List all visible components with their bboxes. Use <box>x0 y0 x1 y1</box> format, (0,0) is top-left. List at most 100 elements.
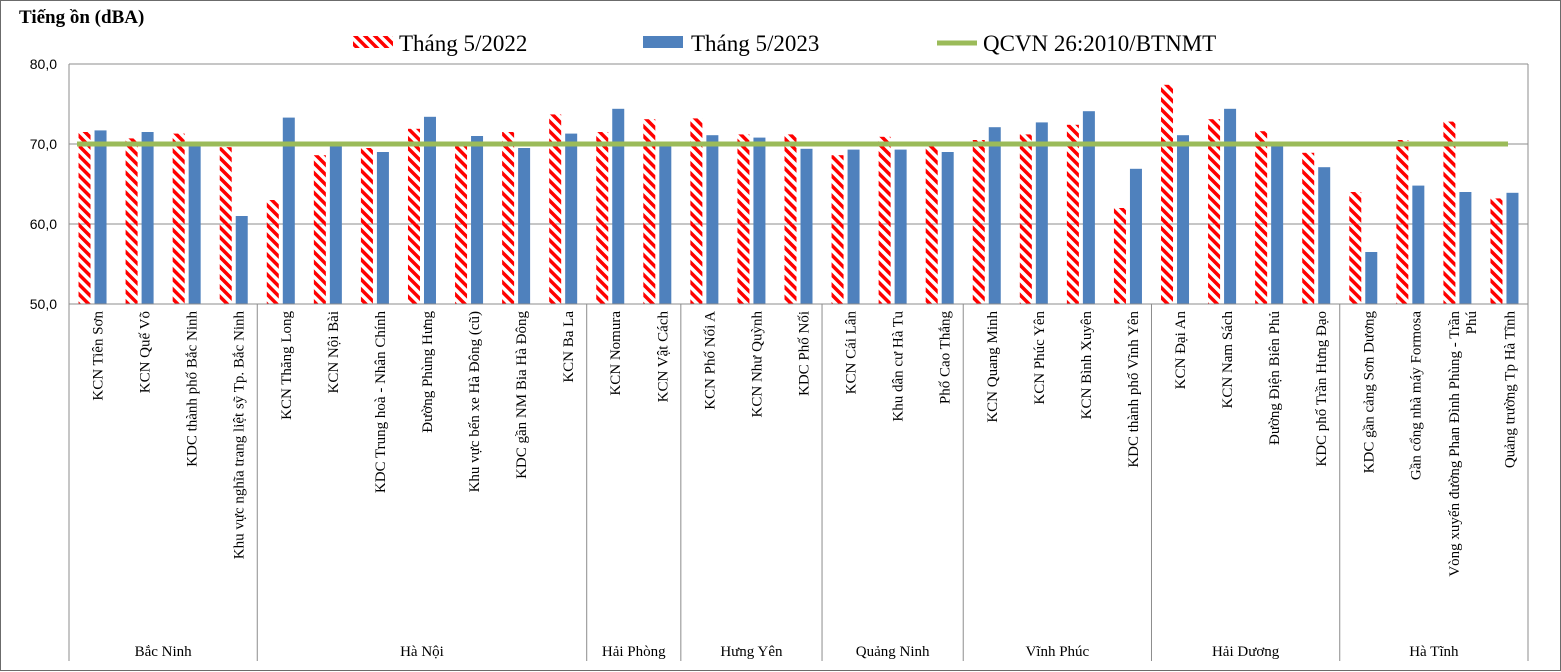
bar-2023 <box>1459 192 1472 304</box>
bar-2022 <box>219 147 232 304</box>
y-axis-title: Tiếng ồn (dBA) <box>19 7 145 28</box>
bar-2023 <box>753 137 766 304</box>
x-tick-label: Quảng trường Tp Hà Tĩnh <box>1502 311 1518 469</box>
y-tick-label: 80,0 <box>30 56 57 72</box>
x-tick-group: KCN Vật Cách <box>655 311 671 403</box>
bar-2022 <box>972 140 985 304</box>
x-tick-group: KDC Phố Nối <box>797 311 813 396</box>
bar-2022 <box>125 138 138 304</box>
x-tick-label: KCN Cái Lân <box>844 311 860 395</box>
bar-2023 <box>800 148 813 304</box>
bar-2023 <box>988 127 1001 304</box>
x-tick-label: KCN Đại An <box>1173 311 1189 390</box>
bar-2023 <box>1035 122 1048 305</box>
bar-2023 <box>188 141 201 304</box>
x-tick-label: KCN Ba La <box>561 311 577 383</box>
x-tick-group: KCN Nội Bài <box>326 311 342 394</box>
bar-2022 <box>1113 208 1126 304</box>
bar-2023 <box>235 216 248 304</box>
bar-2022 <box>266 200 279 304</box>
bar-2022 <box>1019 134 1032 304</box>
bar-2023 <box>612 108 625 304</box>
bar-2023 <box>1412 185 1425 304</box>
bar-2023 <box>1506 192 1519 304</box>
bar-2022 <box>1490 198 1503 304</box>
x-tick-label: KCN Nomura <box>608 311 624 396</box>
x-tick-label: KCN Nam Sách <box>1220 311 1236 409</box>
group-label: Hà Nội <box>400 644 444 660</box>
group-label: Hải Dương <box>1212 644 1280 660</box>
x-tick-label: KCN Vật Cách <box>655 311 671 403</box>
group-label: Hà Tĩnh <box>1409 644 1459 660</box>
bar-2022 <box>1255 131 1268 304</box>
bar-2022 <box>878 136 891 304</box>
bar-2022 <box>1349 192 1362 304</box>
x-tick-label: KCN Như Quỳnh <box>749 311 765 418</box>
x-tick-group: KCN Phúc Yên <box>1032 311 1048 405</box>
bar-2022 <box>1302 152 1315 304</box>
x-tick-label: Gần cổng nhà máy Formosa <box>1408 311 1424 480</box>
x-tick-group: KCN Quang Minh <box>985 311 1001 423</box>
group-label: Bắc Ninh <box>135 644 193 660</box>
x-tick-label: KCN Bình Xuyên <box>1079 311 1095 420</box>
legend-swatch-2023 <box>643 36 683 48</box>
bar-2023 <box>1224 108 1237 304</box>
group-label: Hải Phòng <box>602 644 666 660</box>
x-tick-label: KDC phố Trần Hưng Đạo <box>1314 311 1330 467</box>
x-tick-label: KCN Tiên Sơn <box>91 311 107 401</box>
x-tick-group: Phố Cao Thắng <box>938 311 954 405</box>
bar-2023 <box>329 144 342 304</box>
bar-2022 <box>784 134 797 304</box>
x-tick-group: KDC gần cảng Sơn Dương <box>1361 311 1377 474</box>
bar-2022 <box>737 134 750 304</box>
x-tick-group: KCN Cái Lân <box>844 311 860 395</box>
bar-2023 <box>141 132 154 304</box>
bar-2023 <box>1129 168 1142 304</box>
x-tick-group: KDC Trung hoà - Nhân Chính <box>373 311 389 494</box>
x-tick-label: Phố Cao Thắng <box>938 311 954 405</box>
x-tick-label: Khu vực nghĩa trang liệt sỹ Tp. Bắc Ninh <box>232 311 248 560</box>
bar-2023 <box>1082 111 1095 304</box>
bar-2022 <box>455 142 468 304</box>
x-tick-label: KCN Phúc Yên <box>1032 311 1048 405</box>
group-label: Quảng Ninh <box>856 644 930 660</box>
legend: Tháng 5/2022 Tháng 5/2023 QCVN 26:2010/BTN… <box>353 31 1216 56</box>
x-tick-label: KCN Quang Minh <box>985 311 1001 423</box>
bar-2023 <box>847 149 860 304</box>
bar-2023 <box>1365 252 1378 304</box>
x-tick-group: KCN Nomura <box>608 311 624 396</box>
bar-2023 <box>423 116 436 304</box>
bar-2022 <box>1161 84 1174 304</box>
bar-2022 <box>549 114 562 305</box>
x-tick-label: KCN Phố Nối A <box>702 311 718 410</box>
bar-2023 <box>94 130 107 304</box>
legend-label-2022: Tháng 5/2022 <box>399 31 527 56</box>
group-label: Vĩnh Phúc <box>1025 644 1089 660</box>
x-tick-group: KCN Như Quỳnh <box>749 311 765 418</box>
x-tick-label: Khu dân cư Hà Tu <box>891 311 907 422</box>
bar-2022 <box>78 132 91 304</box>
x-tick-group: KCN Bình Xuyên <box>1079 311 1095 420</box>
x-tick-label: KDC thành phố Vĩnh Yên <box>1126 311 1142 468</box>
x-tick-group: KDC thành phố Bắc Ninh <box>185 311 201 467</box>
bar-2022 <box>690 118 703 305</box>
x-tick-label: KDC gần cảng Sơn Dương <box>1361 311 1377 474</box>
x-tick-label: Vòng xuyến đường Phan Đình Phùng - Trần <box>1447 311 1463 577</box>
bar-2023 <box>1177 135 1190 304</box>
x-tick-label: Đường Phùng Hưng <box>420 311 436 433</box>
bar-2022 <box>1443 121 1456 304</box>
x-tick-label: Đường Điện Biên Phủ <box>1267 311 1283 445</box>
bar-2023 <box>376 152 389 304</box>
x-tick-group: Vòng xuyến đường Phan Đình Phùng - Trần P… <box>1447 311 1480 577</box>
x-tick-label: KCN Nội Bài <box>326 311 342 394</box>
x-tick-group: KCN Ba La <box>561 311 577 383</box>
x-tick-group: KDC thành phố Vĩnh Yên <box>1126 311 1142 468</box>
bar-2022 <box>596 132 609 304</box>
x-tick-group: KCN Tiên Sơn <box>91 311 107 401</box>
x-tick-group: KCN Thăng Long <box>279 311 295 420</box>
bar-2023 <box>518 148 531 304</box>
bar-2022 <box>407 128 420 304</box>
bar-2022 <box>643 119 656 304</box>
legend-label-standard: QCVN 26:2010/BTNMT <box>983 31 1216 56</box>
